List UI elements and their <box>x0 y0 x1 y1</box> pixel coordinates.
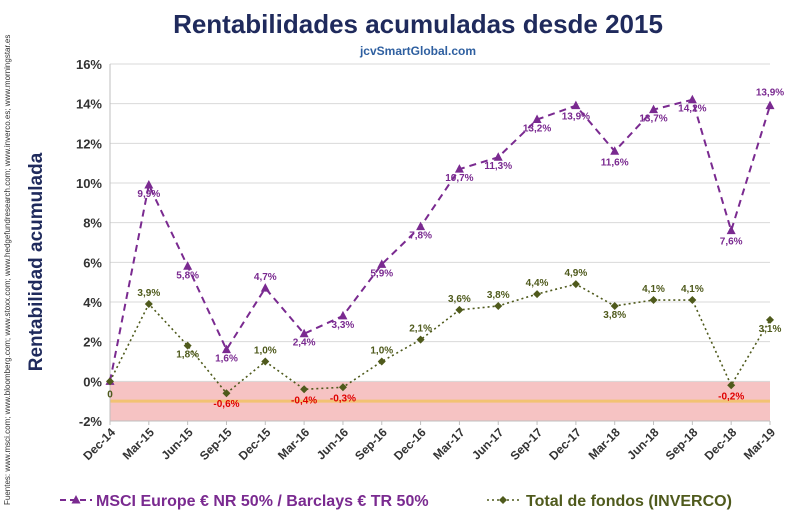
y-tick-label: 6% <box>83 255 102 270</box>
data-label: 1,6% <box>215 354 238 365</box>
data-point-msci <box>416 221 426 231</box>
legend-label-msci: MSCI Europe € NR 50% / Barclays € TR 50% <box>96 493 429 510</box>
y-tick-label: -2% <box>79 414 103 429</box>
data-point-msci <box>726 225 736 235</box>
series-line-msci <box>109 98 771 382</box>
data-label: -0,6% <box>213 399 239 410</box>
y-tick-label: 12% <box>76 136 102 151</box>
data-point-inverco <box>416 335 425 344</box>
data-point-msci <box>532 114 542 124</box>
data-label: 13,9% <box>756 88 784 99</box>
data-point-inverco <box>338 383 347 392</box>
data-label: 4,1% <box>681 284 704 295</box>
data-point-inverco <box>144 299 153 308</box>
legend-label-inverco: Total de fondos (INVERCO) <box>526 493 732 510</box>
data-point-msci <box>299 328 309 338</box>
data-label: 13,2% <box>523 124 551 135</box>
data-point-inverco <box>688 296 697 305</box>
data-label: 11,3% <box>484 161 512 172</box>
chart-title: Rentabilidades acumuladas desde 2015 <box>173 9 663 39</box>
legend-item-inverco: Total de fondos (INVERCO) <box>487 493 732 510</box>
data-point-inverco <box>222 389 231 398</box>
data-point-inverco <box>533 290 542 299</box>
y-axis-label: Rentabilidad acumulada <box>26 152 47 371</box>
legend-marker-msci <box>71 495 81 504</box>
data-point-msci <box>571 100 581 110</box>
data-label: 5,9% <box>370 268 393 279</box>
y-tick-label: 14% <box>76 97 102 112</box>
data-label: 3,3% <box>332 320 355 331</box>
y-tick-label: 2% <box>83 335 102 350</box>
data-label: 3,8% <box>603 310 626 321</box>
data-label: 7,6% <box>720 237 743 248</box>
data-point-msci <box>260 283 270 292</box>
data-point-inverco <box>183 341 192 350</box>
data-label: 13,7% <box>639 114 667 125</box>
data-point-msci <box>144 179 154 189</box>
source-note: Fuentes: www.msci.com; www.bloomberg.com… <box>3 35 12 505</box>
data-point-inverco <box>610 301 619 310</box>
data-point-inverco <box>727 381 736 390</box>
data-label: 0 <box>107 389 113 400</box>
data-label: 10,7% <box>445 173 473 184</box>
data-label: 11,6% <box>601 157 629 168</box>
data-point-msci <box>338 310 348 320</box>
data-point-inverco <box>494 301 503 310</box>
data-label: 1,8% <box>176 350 199 361</box>
data-label: 2,4% <box>293 338 316 349</box>
data-point-inverco <box>377 357 386 366</box>
data-point-inverco <box>766 315 774 324</box>
data-point-inverco <box>649 296 658 305</box>
data-label: 4,1% <box>642 284 665 295</box>
data-point-inverco <box>261 357 270 366</box>
data-point-msci <box>454 164 464 173</box>
chart-subtitle: jcvSmartGlobal.com <box>359 44 476 58</box>
y-tick-label: 16% <box>76 57 102 72</box>
data-label: 4,4% <box>526 278 549 289</box>
data-label: 3,1% <box>759 324 782 335</box>
data-point-inverco <box>455 305 464 314</box>
data-point-inverco <box>300 385 309 394</box>
data-label: -0,4% <box>291 395 317 406</box>
legend-marker-inverco <box>499 496 507 504</box>
data-point-msci <box>687 94 697 104</box>
data-label: -0,3% <box>330 393 356 404</box>
data-label: 9,9% <box>137 189 160 200</box>
data-label: 1,0% <box>370 346 393 357</box>
y-tick-label: 10% <box>76 176 102 191</box>
data-label: 13,9% <box>562 112 590 123</box>
data-label: 3,6% <box>448 294 471 305</box>
y-tick-label: 8% <box>83 216 102 231</box>
data-label: 5,8% <box>176 270 199 281</box>
data-label: 14,2% <box>678 104 706 115</box>
data-label: 4,9% <box>564 268 587 279</box>
data-point-msci <box>493 152 503 161</box>
y-tick-label: 4% <box>83 295 102 310</box>
data-label: 3,9% <box>137 288 160 299</box>
data-point-msci <box>649 104 659 114</box>
data-point-msci <box>221 344 231 354</box>
data-label: 2,1% <box>409 324 432 335</box>
data-label: 7,8% <box>409 231 432 242</box>
data-point-msci <box>183 261 193 270</box>
data-label: 1,0% <box>254 346 277 357</box>
data-point-msci <box>765 100 775 110</box>
data-point-inverco <box>571 280 580 289</box>
series-line-inverco <box>109 283 771 395</box>
data-point-msci <box>377 259 387 268</box>
data-label: 3,8% <box>487 290 510 301</box>
legend-item-msci: MSCI Europe € NR 50% / Barclays € TR 50% <box>60 493 429 510</box>
data-point-msci <box>610 146 620 155</box>
data-point-inverco <box>106 377 114 386</box>
data-label: 4,7% <box>254 272 277 283</box>
y-tick-label: 0% <box>83 374 102 389</box>
legend: MSCI Europe € NR 50% / Barclays € TR 50%… <box>60 493 732 510</box>
data-label: -0,2% <box>718 391 744 402</box>
